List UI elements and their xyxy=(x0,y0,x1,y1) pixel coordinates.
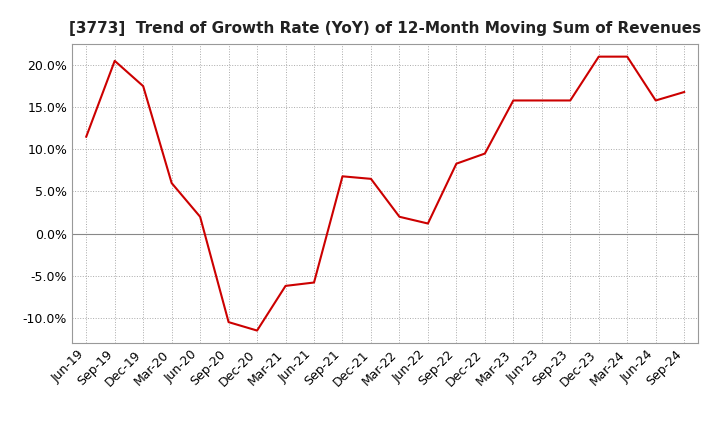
Title: [3773]  Trend of Growth Rate (YoY) of 12-Month Moving Sum of Revenues: [3773] Trend of Growth Rate (YoY) of 12-… xyxy=(69,21,701,36)
